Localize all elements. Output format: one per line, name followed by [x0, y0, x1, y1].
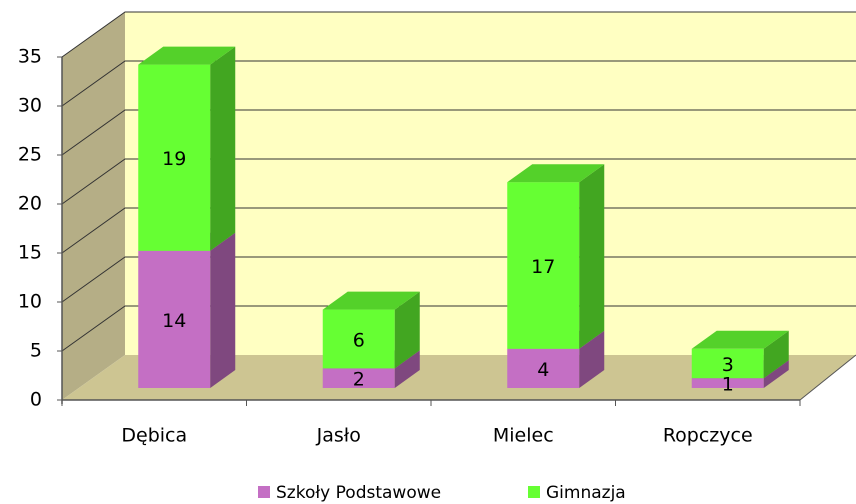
grid-line — [61, 207, 856, 254]
bar-segment — [691, 330, 789, 379]
grid-line — [61, 109, 856, 156]
grid-line — [61, 158, 856, 205]
bar-segment — [507, 164, 605, 349]
y-tick-label: 0 — [30, 389, 42, 411]
data-label: 6 — [353, 330, 365, 352]
legend-label: Gimnazja — [546, 483, 626, 503]
side-wall — [62, 12, 125, 400]
data-label: 17 — [531, 256, 555, 278]
bar-side — [210, 232, 236, 388]
grid — [57, 11, 856, 406]
grid-line — [61, 305, 856, 352]
legend-label: Szkoły Podstawowe — [276, 483, 441, 503]
y-tick-label: 30 — [18, 95, 42, 117]
bar-top — [691, 330, 789, 349]
bar-side — [579, 164, 605, 349]
y-tick-label: 5 — [30, 340, 42, 362]
floor — [62, 355, 856, 400]
bar-side — [763, 330, 789, 379]
bar-top — [138, 46, 236, 65]
bar-top — [507, 164, 605, 183]
y-tick-label: 10 — [18, 291, 42, 313]
bar-side — [579, 330, 605, 388]
legend-swatch — [258, 486, 270, 498]
x-tick-label: Dębica — [121, 425, 187, 447]
back-wall — [125, 12, 856, 355]
labels: 0 5 10 15 20 25 30 35 Dębica 14 19 Jasło 2 6 Mielec 4 17… — [18, 46, 753, 504]
bar-front — [138, 250, 211, 388]
y-tick-label: 25 — [18, 144, 42, 166]
bar-front — [322, 368, 395, 388]
bars — [138, 46, 789, 388]
data-label: 19 — [162, 148, 186, 170]
bar-front — [138, 64, 211, 251]
bar-segment — [322, 291, 420, 369]
bar-front — [507, 182, 580, 349]
x-tick-label: Ropczyce — [663, 425, 753, 447]
y-tick-label: 35 — [18, 46, 42, 68]
grid-line — [61, 60, 856, 107]
grid-line — [61, 256, 856, 303]
bar-side — [394, 350, 420, 388]
bar-front — [691, 348, 764, 379]
y-tick-label: 15 — [18, 242, 42, 264]
bar-side — [210, 46, 236, 251]
floor-edge — [799, 354, 856, 401]
y-tick-label: 20 — [18, 193, 42, 215]
data-label: 1 — [722, 374, 734, 396]
bar-front — [322, 309, 395, 369]
bar-side — [763, 360, 789, 388]
bar-segment — [138, 46, 236, 251]
x-tick-label: Jasło — [316, 425, 361, 447]
data-label: 4 — [537, 359, 549, 381]
data-label: 2 — [353, 369, 365, 391]
bar-side — [394, 291, 420, 369]
bar-front — [691, 378, 764, 388]
x-tick-label: Mielec — [493, 425, 554, 447]
grid-line — [61, 11, 856, 58]
bar-segment — [138, 232, 236, 388]
data-label: 3 — [722, 354, 734, 376]
data-label: 14 — [162, 310, 186, 332]
legend-swatch — [528, 486, 540, 498]
bar-top — [322, 291, 420, 310]
bar-front — [507, 348, 580, 388]
